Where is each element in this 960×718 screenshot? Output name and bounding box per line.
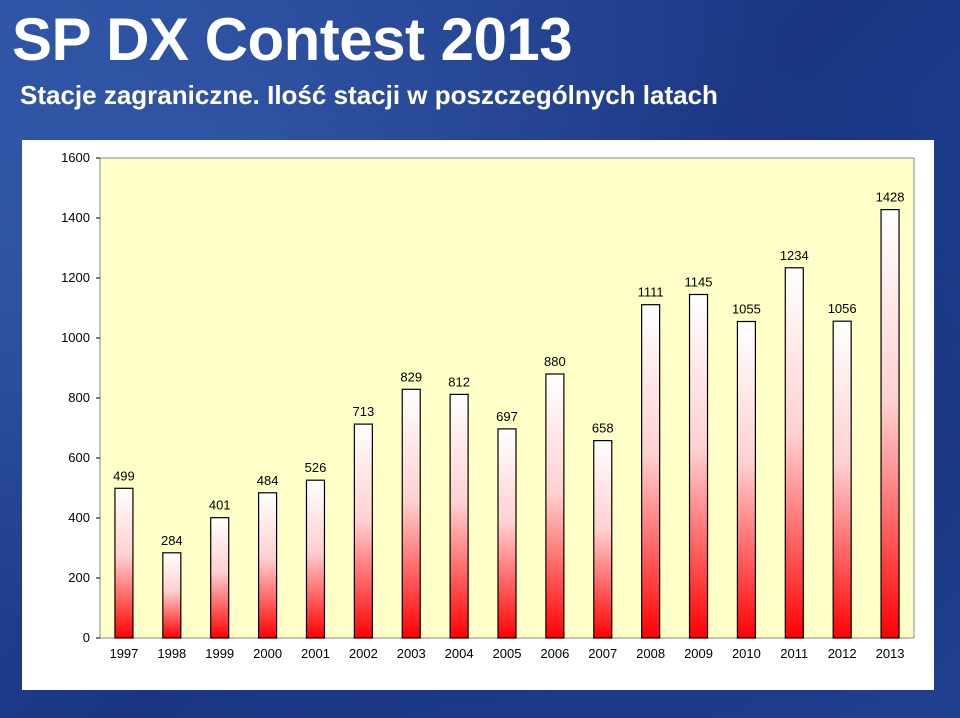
x-tick-label: 2008 xyxy=(636,646,665,661)
y-tick-label: 600 xyxy=(68,450,90,465)
bar-2013 xyxy=(880,208,900,639)
y-tick-label: 200 xyxy=(68,570,90,585)
x-tick-label: 2002 xyxy=(349,646,378,661)
bar-2011 xyxy=(784,267,804,639)
x-tick-label: 2013 xyxy=(876,646,905,661)
data-label-2007: 658 xyxy=(592,421,614,436)
x-tick-label: 2010 xyxy=(732,646,761,661)
bar-2009 xyxy=(688,293,709,639)
data-label-2009: 1145 xyxy=(685,275,713,290)
x-tick-label: 2000 xyxy=(253,646,282,661)
y-axis-ticks: 0 200 400 600 800 1000 1200 1400 1600 xyxy=(61,150,100,645)
data-label-2013: 1428 xyxy=(876,190,905,205)
bar-2003 xyxy=(401,388,421,639)
bar-labels: 499 284 401 484 526 713 829 812 697 880 658 1111 114… xyxy=(113,190,904,548)
x-tick-label: 2004 xyxy=(445,646,474,661)
data-label-2000: 484 xyxy=(257,473,279,488)
y-tick-label: 800 xyxy=(68,390,90,405)
y-tick-label: 1400 xyxy=(61,210,90,225)
data-label-2002: 713 xyxy=(353,404,375,419)
x-tick-label: 1998 xyxy=(157,646,186,661)
chart-panel: 0 200 400 600 800 1000 1200 1400 1600 499 284 401 4… xyxy=(22,140,934,690)
y-tick-label: 1200 xyxy=(61,270,90,285)
x-tick-label: 2011 xyxy=(780,646,808,661)
bar-1998 xyxy=(162,552,182,639)
data-label-2011: 1234 xyxy=(780,248,809,263)
bar-2002 xyxy=(353,423,373,639)
x-tick-label: 2009 xyxy=(684,646,713,661)
bar-2000 xyxy=(257,492,278,639)
bar-2006 xyxy=(545,373,565,639)
data-label-1997: 499 xyxy=(113,468,135,483)
bar-2005 xyxy=(497,428,517,639)
bar-1997 xyxy=(114,487,134,639)
bars xyxy=(114,208,900,639)
y-tick-label: 400 xyxy=(68,510,90,525)
data-label-1999: 401 xyxy=(209,498,231,513)
x-tick-label: 2012 xyxy=(828,646,857,661)
data-label-2010: 1055 xyxy=(732,302,761,317)
x-tick-label: 2007 xyxy=(588,646,617,661)
y-tick-label: 1000 xyxy=(61,330,90,345)
x-tick-label: 2003 xyxy=(397,646,426,661)
page-title: SP DX Contest 2013 xyxy=(12,6,573,73)
bar-2001 xyxy=(305,479,326,639)
bar-2008 xyxy=(641,304,661,639)
bar-2007 xyxy=(593,440,613,639)
x-tick-label: 2001 xyxy=(301,646,330,661)
data-label-2005: 697 xyxy=(496,409,518,424)
data-label-1998: 284 xyxy=(161,533,183,548)
y-tick-label: 1600 xyxy=(61,150,90,165)
data-label-2012: 1056 xyxy=(828,301,857,316)
data-label-2004: 812 xyxy=(448,374,470,389)
bar-2010 xyxy=(736,320,757,639)
x-tick-label: 2006 xyxy=(540,646,569,661)
y-tick-label: 0 xyxy=(83,630,90,645)
bar-1999 xyxy=(210,517,230,639)
x-tick-label: 1997 xyxy=(109,646,138,661)
bar-2004 xyxy=(449,393,469,639)
bar-2012 xyxy=(832,320,852,639)
data-label-2008: 1111 xyxy=(638,285,664,300)
page-subtitle: Stacje zagraniczne. Ilość stacji w poszc… xyxy=(20,80,718,110)
data-label-2003: 829 xyxy=(400,369,422,384)
x-tick-label: 2005 xyxy=(493,646,522,661)
data-label-2006: 880 xyxy=(544,354,566,369)
x-axis-labels: 1997 1998 1999 2000 2001 2002 2003 2004 2005 2006… xyxy=(109,646,904,661)
data-label-2001: 526 xyxy=(305,460,327,475)
x-tick-label: 1999 xyxy=(205,646,234,661)
